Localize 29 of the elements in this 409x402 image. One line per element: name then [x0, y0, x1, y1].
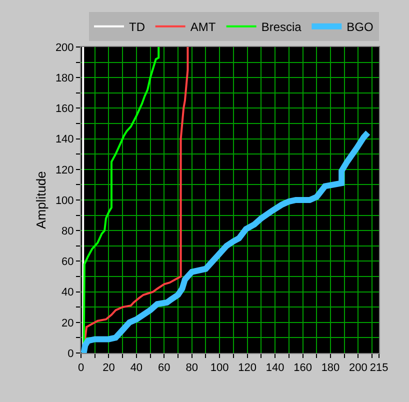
- x-tick-label: 140: [266, 362, 284, 374]
- y-tick-label: 200: [55, 42, 74, 54]
- x-tick-label: 215: [370, 362, 388, 374]
- y-axis-title: Amplitude: [33, 171, 48, 229]
- y-tick-label: 60: [62, 256, 74, 268]
- y-tick-label: 80: [62, 225, 74, 238]
- y-tick-label: 100: [55, 194, 74, 207]
- y-tick-label: 40: [62, 286, 74, 299]
- x-tick-label: 180: [321, 362, 340, 374]
- x-tick-label: 20: [102, 362, 115, 374]
- y-tick-label: 120: [55, 164, 74, 176]
- x-tick-label: 40: [130, 362, 143, 374]
- x-tick-label: 80: [186, 362, 198, 374]
- x-tick-label: 0: [78, 362, 84, 374]
- legend-label: Brescia: [261, 20, 302, 34]
- line-series: [82, 47, 84, 353]
- legend-label: BGO: [346, 20, 374, 34]
- y-tick-label: 20: [62, 317, 74, 330]
- y-tick-label: 180: [55, 72, 74, 84]
- x-tick-label: 60: [158, 362, 170, 374]
- legend-label: AMT: [190, 20, 216, 34]
- x-tick-label: 160: [294, 362, 312, 374]
- legend-label: TD: [129, 20, 146, 34]
- x-tick-label: 120: [238, 362, 257, 374]
- y-tick-label: 140: [55, 134, 74, 146]
- y-tick-label: 0: [68, 348, 74, 360]
- x-tick-label: 200: [349, 362, 368, 374]
- y-tick-label: 160: [55, 103, 74, 116]
- x-tick-label: 100: [210, 362, 229, 374]
